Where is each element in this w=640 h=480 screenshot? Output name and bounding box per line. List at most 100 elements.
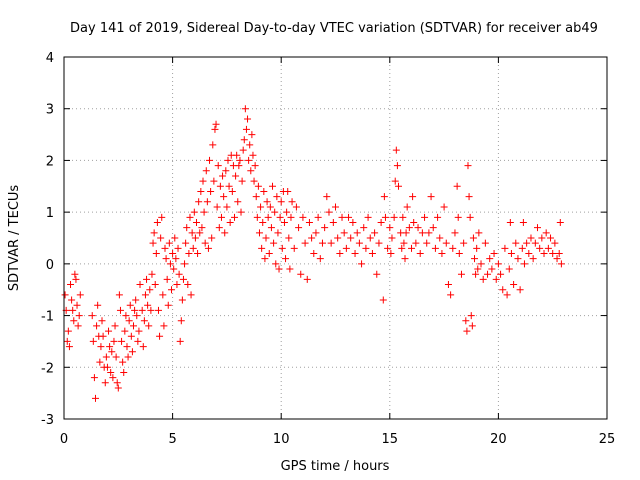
data-point: [72, 275, 80, 283]
data-point: [479, 275, 487, 283]
data-point: [518, 244, 526, 252]
data-point: [105, 327, 113, 335]
data-point: [475, 229, 483, 237]
data-point: [373, 270, 381, 278]
data-point: [384, 244, 392, 252]
data-point: [287, 213, 295, 221]
data-point: [393, 162, 401, 170]
data-point: [314, 213, 322, 221]
data-point: [71, 270, 79, 278]
data-point: [349, 218, 357, 226]
data-point: [412, 239, 420, 247]
data-point: [556, 218, 564, 226]
data-point: [283, 208, 291, 216]
data-point: [68, 296, 76, 304]
data-point: [505, 265, 513, 273]
data-point: [380, 193, 388, 201]
data-point: [431, 244, 439, 252]
data-point: [403, 203, 411, 211]
data-point: [303, 275, 311, 283]
data-point: [220, 193, 228, 201]
data-point: [118, 337, 126, 345]
data-point: [189, 244, 197, 252]
data-point: [260, 187, 268, 195]
data-point: [213, 203, 221, 211]
data-point: [329, 218, 337, 226]
data-point: [241, 105, 249, 113]
data-point: [321, 224, 329, 232]
data-point: [398, 244, 406, 252]
data-point: [269, 182, 277, 190]
data-point: [423, 239, 431, 247]
x-tick-label: 0: [60, 432, 68, 447]
data-point: [270, 239, 278, 247]
data-point: [174, 244, 182, 252]
data-point: [366, 234, 374, 242]
data-point: [200, 208, 208, 216]
data-point: [112, 353, 120, 361]
data-point: [490, 250, 498, 258]
y-tick-label: 0: [46, 258, 54, 273]
x-tick-label: 20: [490, 432, 507, 447]
data-point: [512, 239, 520, 247]
data-point: [253, 213, 261, 221]
data-point: [197, 187, 205, 195]
data-point: [451, 229, 459, 237]
grid-lines: [64, 57, 607, 419]
data-point: [211, 125, 219, 133]
data-point: [527, 234, 535, 242]
data-point: [126, 301, 134, 309]
data-point: [392, 146, 400, 154]
data-point: [134, 337, 142, 345]
data-point: [157, 234, 165, 242]
data-point: [216, 182, 224, 190]
data-point: [144, 301, 152, 309]
data-point: [67, 281, 75, 289]
data-point: [182, 239, 190, 247]
data-point: [212, 120, 220, 128]
data-point: [76, 291, 84, 299]
data-point: [151, 281, 159, 289]
y-tick-label: 2: [46, 154, 54, 169]
data-point: [175, 270, 183, 278]
data-point: [484, 270, 492, 278]
data-point: [501, 244, 509, 252]
data-point: [255, 229, 263, 237]
data-point: [70, 317, 78, 325]
data-point: [463, 327, 471, 335]
data-point: [494, 260, 502, 268]
data-point: [183, 224, 191, 232]
data-point: [442, 239, 450, 247]
data-point: [468, 322, 476, 330]
y-tick-label: 4: [46, 51, 54, 66]
data-point: [368, 250, 376, 258]
data-point: [176, 337, 184, 345]
data-point: [332, 203, 339, 211]
data-point: [334, 234, 342, 242]
data-point: [115, 291, 123, 299]
data-points: [61, 105, 565, 402]
data-point: [199, 177, 207, 185]
data-point: [125, 317, 133, 325]
data-point: [171, 234, 179, 242]
data-point: [519, 218, 527, 226]
data-point: [252, 193, 260, 201]
data-point: [391, 177, 399, 185]
data-point: [221, 229, 229, 237]
data-point: [503, 291, 511, 299]
y-tick-labels: -3 -2 -1 0 1 2 3 4: [41, 51, 54, 428]
data-point: [438, 250, 446, 258]
data-point: [215, 224, 223, 232]
data-point: [263, 198, 271, 206]
data-point: [194, 250, 202, 258]
data-point: [160, 322, 168, 330]
data-point: [231, 213, 239, 221]
data-point: [152, 250, 160, 258]
data-point: [217, 213, 225, 221]
x-tick-label: 5: [168, 432, 176, 447]
data-point: [414, 224, 422, 232]
data-point: [536, 244, 544, 252]
data-point: [542, 229, 550, 237]
data-point: [444, 281, 452, 289]
